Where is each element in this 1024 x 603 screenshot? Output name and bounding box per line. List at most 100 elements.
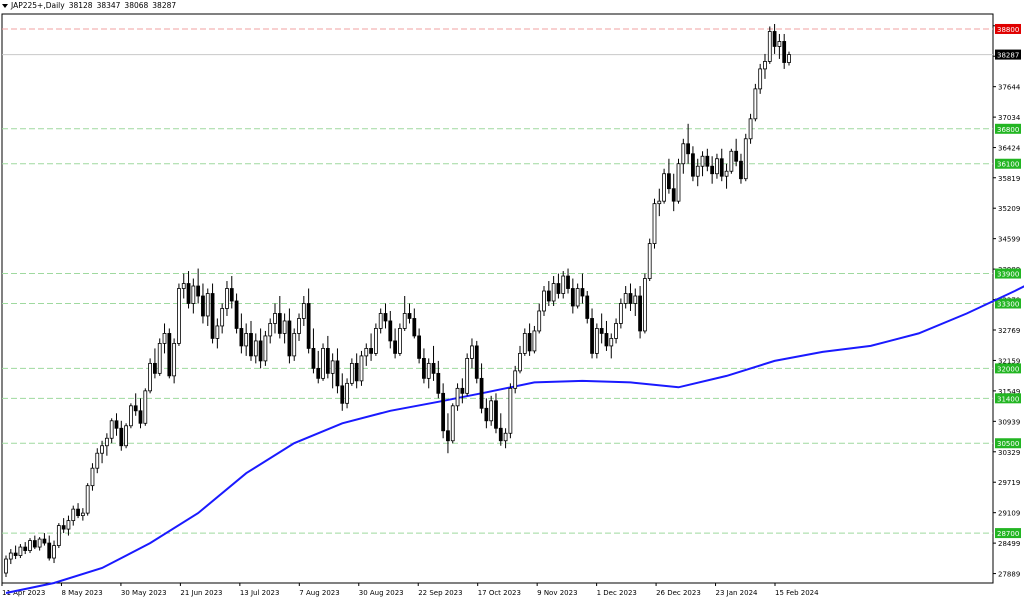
candle-body: [604, 333, 609, 347]
candle-body: [114, 420, 119, 429]
candle-body: [431, 362, 436, 374]
candle-body: [782, 41, 787, 63]
candle-body: [253, 340, 258, 357]
x-tick-label: 9 Nov 2023: [537, 589, 577, 597]
candle-body: [498, 427, 503, 442]
candle-body: [643, 278, 647, 332]
candle-body: [143, 390, 148, 424]
level-label: 30500: [997, 440, 1019, 448]
symbol-label: JAP225+,Daily: [11, 1, 65, 10]
candle-body: [719, 158, 724, 177]
candle-body: [724, 170, 729, 177]
candle-body: [532, 330, 537, 352]
close-value: 38287: [152, 1, 177, 10]
candle-body: [378, 313, 383, 329]
candle-body: [37, 538, 42, 548]
candle-body: [191, 285, 196, 304]
candle-body: [369, 348, 373, 354]
candle-body: [297, 318, 301, 334]
candle-body: [652, 203, 657, 244]
candle-body: [734, 150, 739, 162]
candle-body: [311, 348, 316, 369]
candle-body: [162, 333, 167, 344]
candle-body: [551, 283, 556, 302]
y-tick-label: 35819: [998, 175, 1020, 183]
candle-body: [393, 340, 397, 354]
candle-body: [599, 328, 604, 334]
candle-body: [364, 348, 369, 357]
y-tick-label: 29719: [998, 479, 1020, 487]
level-label-box: [995, 123, 1021, 134]
candle-body: [335, 360, 340, 387]
candle-body: [594, 328, 599, 354]
candle-body: [575, 288, 580, 307]
candle-body: [484, 407, 489, 422]
candle-body: [124, 425, 128, 447]
candle-body: [373, 328, 378, 354]
candle-body: [287, 320, 292, 357]
y-tick-label: 27889: [998, 571, 1020, 579]
x-tick-label: 13 Jul 2023: [240, 589, 280, 597]
x-tick-label: 30 May 2023: [121, 589, 167, 597]
candle-body: [441, 392, 446, 432]
candle-body: [273, 313, 277, 324]
candle-body: [489, 400, 494, 422]
candle-body: [23, 546, 28, 551]
candle-body: [518, 353, 522, 372]
level-label: 36800: [997, 126, 1019, 134]
candle-body: [325, 348, 330, 374]
level-label-box: [995, 393, 1021, 404]
candle-body: [705, 155, 710, 167]
candle-body: [239, 328, 244, 347]
level-label: 32000: [997, 365, 1019, 373]
candle-body: [201, 295, 205, 317]
candle-body: [321, 348, 325, 379]
candle-body: [61, 525, 66, 530]
candle-body: [215, 325, 220, 339]
candle-body: [474, 345, 479, 379]
candle-body: [153, 362, 157, 374]
candle-body: [28, 540, 32, 551]
low-value: 38068: [124, 1, 149, 10]
candle-body: [633, 295, 638, 304]
candle-body: [446, 430, 450, 442]
level-label: 28700: [997, 530, 1019, 538]
candle-body: [691, 153, 695, 177]
candle-body: [681, 143, 686, 165]
candle-body: [148, 362, 152, 392]
candle-body: [739, 160, 743, 180]
candle-body: [412, 318, 417, 337]
level-label: 36100: [997, 161, 1019, 169]
candle-body: [181, 283, 186, 289]
candle-body: [268, 323, 273, 337]
candle-body: [657, 200, 662, 205]
chart-menu-triangle-icon[interactable]: [2, 4, 8, 8]
candle-body: [628, 293, 633, 304]
candle-body: [109, 420, 114, 439]
candle-body: [695, 165, 700, 177]
candle-body: [561, 275, 566, 294]
candle-body: [662, 173, 666, 202]
y-tick-label: 31549: [998, 388, 1020, 396]
candle-body: [647, 243, 652, 279]
candle-body: [167, 333, 172, 377]
y-tick-label: 34599: [998, 236, 1020, 244]
candle-body: [210, 293, 215, 339]
candle-body: [47, 542, 52, 559]
candle-body: [542, 290, 546, 312]
level-label-box: [995, 158, 1021, 169]
candle-body: [205, 293, 210, 317]
candle-body: [330, 360, 335, 374]
candle-body: [455, 387, 460, 407]
candle-body: [503, 432, 508, 442]
candle-body: [556, 283, 561, 294]
candle-body: [609, 338, 614, 347]
candle-body: [258, 340, 263, 362]
candle-body: [80, 512, 85, 517]
candle-body: [787, 54, 791, 63]
candle-body: [177, 288, 181, 344]
candle-body: [282, 320, 287, 334]
candle-body: [71, 508, 76, 522]
y-tick-label: 28499: [998, 540, 1020, 548]
